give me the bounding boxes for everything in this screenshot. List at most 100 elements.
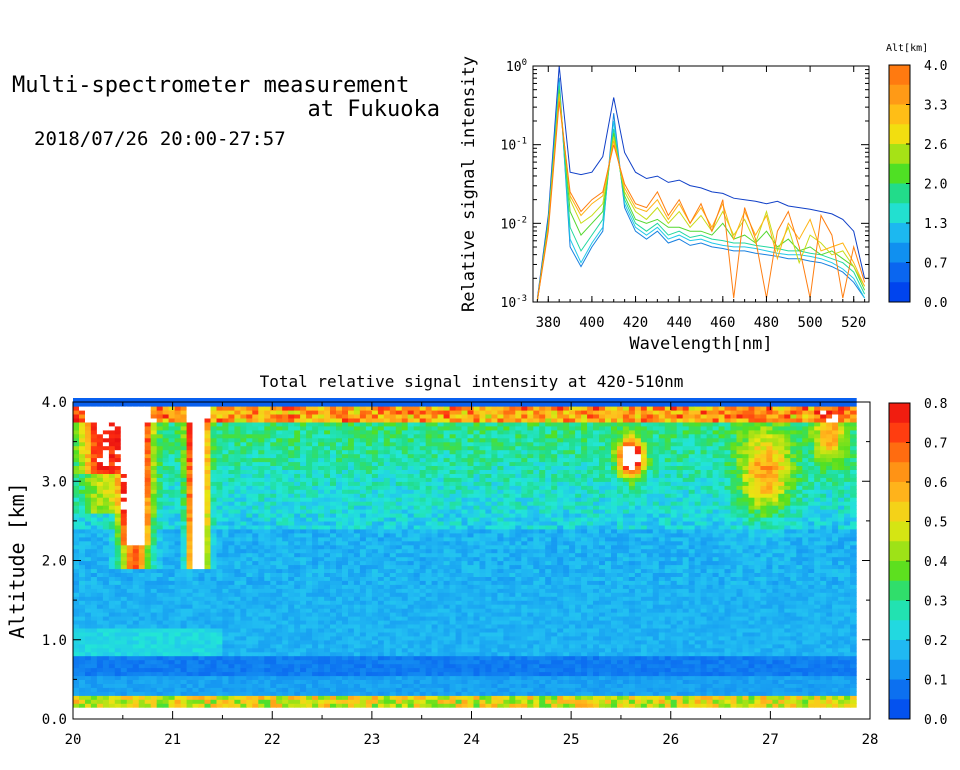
- heatmap-cell: [73, 699, 80, 704]
- heatmap-cell: [156, 481, 164, 486]
- heatmap-cell: [419, 612, 427, 617]
- heatmap-cell: [108, 398, 116, 403]
- heatmap-cell: [300, 651, 307, 657]
- heatmap-cell: [120, 465, 128, 470]
- heatmap-cell: [252, 417, 259, 423]
- heatmap-cell: [228, 524, 235, 530]
- heatmap-cell: [132, 612, 140, 617]
- heatmap-cell: [282, 596, 289, 601]
- heatmap-cell: [288, 398, 295, 403]
- heatmap-cell: [270, 552, 277, 558]
- heatmap-cell: [252, 532, 259, 538]
- heatmap-cell: [132, 520, 140, 526]
- heatmap-cell: [300, 497, 307, 502]
- heatmap-cell: [330, 552, 337, 558]
- heatmap-cell: [377, 703, 385, 708]
- heatmap-cell: [108, 604, 116, 609]
- heatmap-cell: [401, 477, 409, 482]
- heatmap-cell: [150, 663, 158, 669]
- heatmap-cell: [318, 600, 325, 605]
- heatmap-cell: [138, 497, 146, 502]
- heatmap-cell: [216, 409, 224, 415]
- heatmap-cell: [431, 651, 439, 657]
- heatmap-cell: [204, 675, 212, 680]
- heatmap-cell: [126, 429, 134, 435]
- spectrum-y-tick-label: 10-3: [501, 294, 528, 311]
- heatmap-cell: [108, 695, 116, 700]
- heatmap-cell: [210, 406, 218, 411]
- heatmap-cell: [353, 699, 361, 704]
- heatmap-cell: [228, 532, 235, 538]
- heatmap-cell: [168, 433, 176, 439]
- heatmap-cell: [102, 457, 110, 463]
- heatmap-cell: [162, 445, 170, 451]
- heatmap-cell: [246, 647, 253, 653]
- heatmap-cell: [324, 398, 331, 403]
- heatmap-cell: [348, 683, 355, 688]
- heatmap-cell: [102, 608, 110, 613]
- heatmap-cell: [120, 600, 128, 605]
- heatmap-cell: [210, 477, 218, 482]
- heatmap-cell: [210, 564, 218, 570]
- heatmap-cell: [264, 449, 271, 455]
- heatmap-cell: [342, 520, 349, 526]
- heatmap-cell: [156, 409, 164, 415]
- heatmap-cell: [234, 441, 241, 447]
- heatmap-cell: [431, 627, 439, 633]
- heatmap-cell: [144, 616, 152, 621]
- heatmap-cell: [79, 485, 86, 490]
- heatmap-cell: [174, 576, 182, 581]
- heatmap-cell: [377, 691, 385, 696]
- heatmap-cell: [413, 513, 421, 518]
- heatmap-cell: [365, 457, 373, 463]
- heatmap-cell: [342, 612, 349, 617]
- heatmap-cell: [264, 572, 271, 577]
- heatmap-cell: [353, 655, 361, 661]
- heatmap-cell: [306, 485, 313, 490]
- heatmap-cell: [252, 433, 259, 439]
- heatmap-cell: [282, 465, 289, 470]
- heatmap-cell: [144, 425, 152, 431]
- heatmap-cell: [138, 604, 146, 609]
- heatmap-cell: [407, 532, 415, 538]
- heatmap-cell: [282, 417, 289, 423]
- heatmap-cell: [102, 453, 110, 459]
- heatmap-cell: [79, 528, 86, 534]
- heatmap-cell: [365, 556, 373, 562]
- heatmap-cell: [138, 425, 146, 431]
- heatmap-cell: [234, 588, 241, 593]
- heatmap-cell: [264, 398, 271, 403]
- heatmap-cell: [234, 616, 241, 621]
- heatmap-cell: [162, 524, 170, 530]
- heatmap-cell: [156, 612, 164, 617]
- heatmap-cell: [79, 409, 86, 415]
- heatmap-cell: [228, 406, 235, 411]
- heatmap-cell: [210, 548, 218, 554]
- heatmap-cell: [210, 663, 218, 669]
- heatmap-cell: [204, 556, 212, 562]
- heatmap-cell: [318, 671, 325, 677]
- heatmap-cell: [168, 675, 176, 680]
- heatmap-cell: [108, 417, 116, 423]
- heatmap-cell: [120, 663, 128, 669]
- heatmap-cell: [222, 564, 229, 570]
- heatmap-cell: [96, 572, 104, 577]
- heatmap-cell: [365, 532, 373, 538]
- heatmap-cell: [138, 528, 146, 534]
- heatmap-cell: [120, 528, 128, 534]
- heatmap-cell: [419, 651, 427, 657]
- heatmap-cell: [228, 612, 235, 617]
- heatmap-cell: [365, 449, 373, 455]
- heatmap-cell: [300, 619, 307, 625]
- heatmap-cell: [73, 469, 80, 474]
- heatmap-cell: [383, 398, 391, 403]
- heatmap-cell: [353, 683, 361, 688]
- heatmap-cell: [419, 556, 427, 562]
- heatmap-cell: [425, 441, 433, 447]
- heatmap-cell: [264, 580, 271, 585]
- heatmap-cell: [79, 461, 86, 466]
- heatmap-cell: [168, 417, 176, 423]
- heatmap-cell: [318, 489, 325, 494]
- heatmap-cell: [186, 600, 194, 605]
- heatmap-cell: [156, 413, 164, 419]
